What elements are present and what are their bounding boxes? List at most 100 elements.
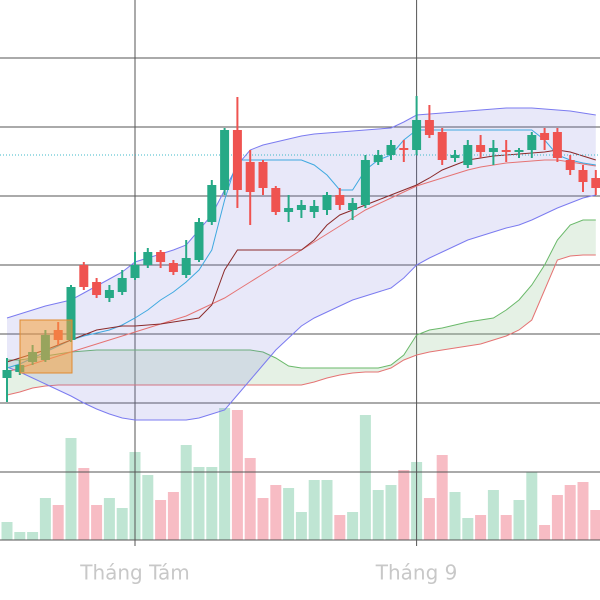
candle-body (66, 287, 76, 340)
x-tick-label: Tháng 9 (375, 561, 458, 585)
band-lower (6, 194, 596, 421)
volume-bar (590, 510, 600, 540)
candle-body (92, 282, 102, 295)
candle-body (540, 133, 550, 140)
volume-bar (295, 512, 307, 540)
candle-body (207, 185, 217, 222)
candle-body (463, 145, 473, 165)
volume-bar (359, 415, 371, 540)
volume-bar (91, 505, 103, 540)
volume-bar (423, 498, 435, 540)
candle-body (232, 130, 242, 190)
volume-bar (116, 508, 128, 540)
volume-bar (526, 472, 538, 540)
volume-bar (257, 498, 269, 540)
candle-body (501, 150, 511, 152)
volume-bar (334, 515, 346, 540)
volume-bar (436, 455, 448, 540)
candle-body (181, 258, 191, 275)
candle-body (373, 155, 383, 162)
volume-bar (103, 498, 115, 540)
volume-bar (372, 490, 384, 540)
indicator-line (6, 149, 596, 363)
candle-body (476, 145, 486, 152)
volume-bar (155, 500, 167, 540)
candle-body (271, 188, 281, 212)
volume-bar (65, 438, 77, 540)
candle-body (578, 170, 588, 182)
candle-body (309, 206, 319, 212)
volume-bar (398, 470, 410, 540)
volume-bar (1, 522, 13, 540)
volume-bar (539, 525, 551, 540)
volume-bar (193, 467, 205, 540)
volume-bar (449, 492, 461, 540)
candle-body (168, 263, 178, 272)
candle-body (527, 135, 537, 150)
candle-body (143, 252, 153, 265)
candle-body (348, 203, 358, 210)
candle-body (245, 162, 255, 192)
band-fill (7, 108, 596, 420)
candle-body (296, 205, 306, 210)
volume-bar (206, 467, 218, 540)
highlight-box (19, 319, 73, 374)
candle-body (104, 290, 114, 298)
candle-body (335, 195, 345, 205)
candle-body (424, 120, 434, 135)
volume-bar (551, 495, 563, 540)
candle-body (488, 148, 498, 152)
candle-body (117, 278, 127, 292)
volume-bar (283, 488, 295, 540)
volume-bar (52, 505, 64, 540)
volume-bar (308, 480, 320, 540)
volume-bar (219, 408, 231, 540)
volume-bar (321, 480, 333, 540)
volume-bar (577, 482, 589, 540)
candle-body (360, 160, 370, 205)
volume-bar (487, 490, 499, 540)
candle-body (514, 150, 524, 152)
indicator-line (6, 129, 596, 369)
volume-bar (39, 498, 51, 540)
candle-body (437, 132, 447, 160)
candle-body (284, 208, 294, 212)
candle-body (450, 155, 460, 158)
candle-body (412, 120, 422, 150)
volume-bar (513, 500, 525, 540)
band-upper (6, 107, 596, 319)
span-a-line (7, 219, 596, 369)
volume-bar (78, 468, 90, 540)
span-b-line (6, 254, 596, 396)
x-tick-label: Tháng Tám (79, 561, 190, 585)
cloud-fill (7, 220, 596, 395)
candle-body (220, 130, 230, 190)
candle-body (552, 132, 562, 158)
candle-body (399, 148, 409, 150)
candle-body (322, 195, 332, 210)
volume-bar (180, 445, 192, 540)
volume-bar (167, 492, 179, 540)
volume-bar (231, 410, 243, 540)
volume-bar (244, 458, 256, 540)
candle-body (194, 222, 204, 260)
candle-body (2, 370, 12, 378)
volume-bar (500, 515, 512, 540)
candle-body (258, 162, 268, 188)
volume-bar (27, 532, 39, 540)
volume-bar (564, 485, 576, 540)
candle-body (591, 178, 600, 188)
candle-body (79, 265, 89, 287)
volume-bar (142, 475, 154, 540)
volume-bar (14, 532, 26, 540)
candle-body (130, 265, 140, 278)
volume-bar (475, 515, 487, 540)
candle-body (156, 252, 166, 262)
volume-bar (462, 518, 474, 540)
volume-bar (347, 512, 359, 540)
candle-body (565, 160, 575, 170)
volume-bar (270, 485, 282, 540)
volume-bar (385, 485, 397, 540)
candle-body (386, 145, 396, 155)
